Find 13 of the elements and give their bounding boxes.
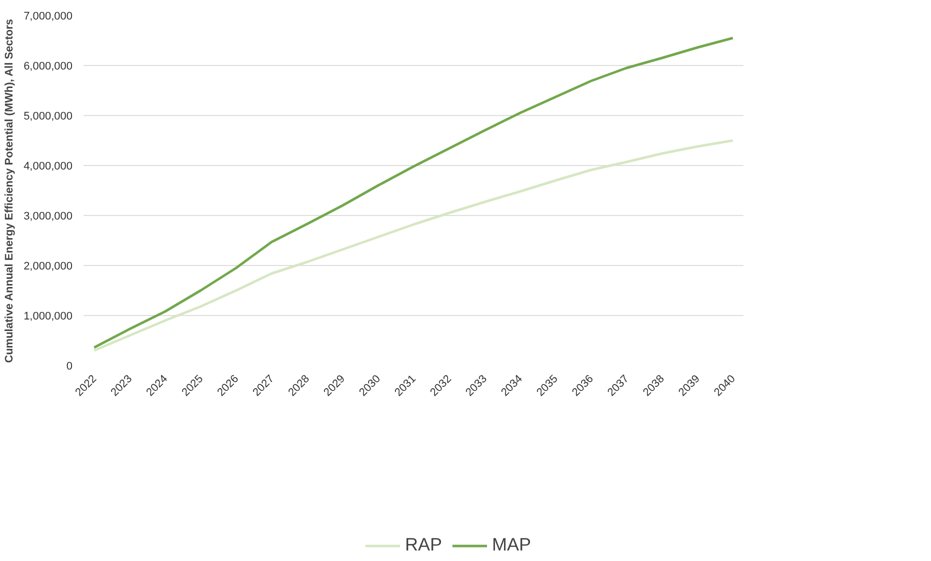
y-axis-title: Cumulative Annual Energy Efficiency Potential (MWh), All Sectors: [4, 18, 16, 363]
y-tick-label: 4,000,000: [24, 160, 72, 172]
legend-label: RAP: [404, 534, 442, 556]
line-series: [92, 139, 734, 352]
y-tick-label: 0: [66, 360, 73, 372]
legend-label: MAP: [492, 534, 531, 556]
y-tick-label: 5,000,000: [24, 110, 72, 122]
line-series: [92, 36, 734, 349]
y-tick-label: 3,000,000: [24, 210, 72, 222]
y-tick-label: 7,000,000: [24, 10, 72, 22]
y-tick-label: 1,000,000: [24, 310, 72, 322]
y-tick-label: 6,000,000: [24, 60, 72, 72]
y-tick-label: 2,000,000: [24, 260, 72, 272]
